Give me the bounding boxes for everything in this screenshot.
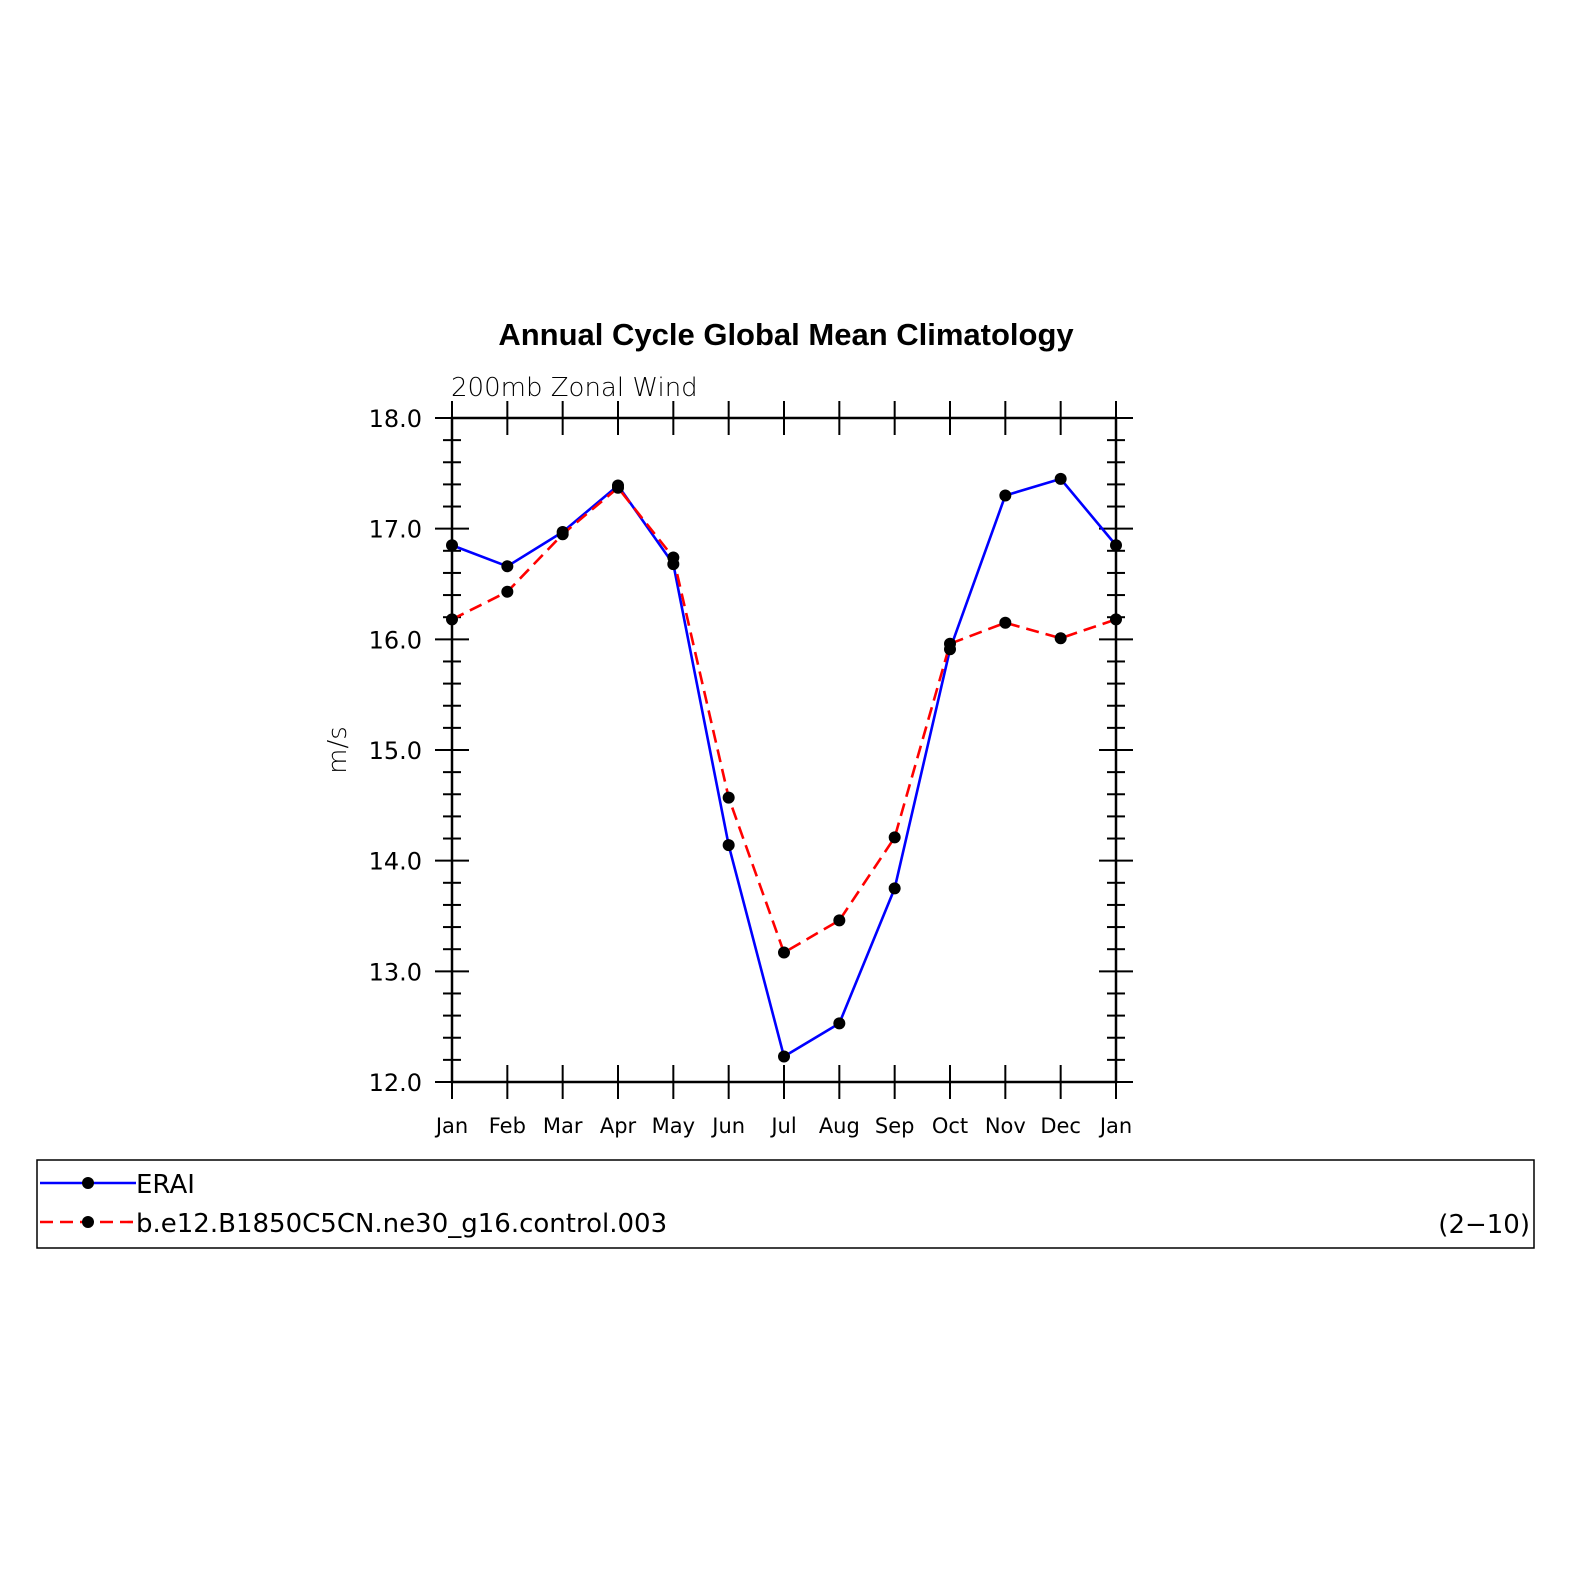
x-tick-label: Feb [489, 1114, 526, 1138]
series-2-point [944, 637, 956, 650]
legend-marker-2 [82, 1216, 94, 1228]
chart-subtitle: 200mb Zonal Wind [451, 373, 698, 403]
y-tick-label: 16.0 [369, 626, 422, 654]
x-tick-label: Jan [434, 1114, 468, 1138]
series-1-point [999, 489, 1012, 502]
x-tick-label: Aug [819, 1114, 860, 1138]
legend-label-2: b.e12.B1850C5CN.ne30_g16.control.003 [136, 1209, 667, 1239]
plot-frame [450, 416, 1118, 1084]
series-2-point [722, 791, 735, 804]
series-1-point [888, 882, 901, 895]
legend-frame [36, 1159, 1535, 1249]
y-axis-label: m/s [323, 726, 353, 774]
legend-label-1: ERAI [136, 1170, 195, 1200]
series-2-point [888, 831, 901, 844]
series-line-1 [451, 477, 1117, 1058]
series-1-point [1054, 472, 1067, 485]
series-2-point [501, 585, 514, 598]
series-2-point [833, 914, 846, 927]
x-tick-label: Oct [932, 1114, 968, 1138]
series-2-point [999, 616, 1012, 629]
series-1-point [501, 560, 514, 573]
series-2-point [667, 551, 680, 564]
y-tick-label: 18.0 [369, 405, 422, 433]
y-tick-label: 13.0 [369, 958, 422, 986]
series-layer [446, 472, 1122, 1063]
x-tick-label: Dec [1040, 1114, 1081, 1138]
x-tick-label: Apr [600, 1114, 637, 1138]
y-tick-label: 14.0 [369, 848, 422, 876]
series-2-point [1054, 632, 1067, 645]
chart-title: Annual Cycle Global Mean Climatology [498, 317, 1074, 352]
x-tick-label: Jul [769, 1114, 796, 1138]
legend-marker-1 [82, 1177, 94, 1189]
series-2-point [612, 481, 624, 494]
legend-annotation: (2−10) [1438, 1210, 1530, 1240]
y-tick-label: 12.0 [369, 1069, 422, 1097]
x-tick-label: Mar [543, 1114, 583, 1138]
x-tick-label: Jun [710, 1114, 745, 1138]
y-tick-label: 17.0 [369, 516, 422, 544]
x-tick-label: Jan [1098, 1114, 1132, 1138]
series-line-2 [451, 486, 1117, 954]
legend-items: ERAI b.e12.B1850C5CN.ne30_g16.control.003 [40, 1170, 667, 1239]
x-tick-label: Nov [985, 1114, 1026, 1138]
series-1-point [778, 1050, 790, 1063]
series-2-point [778, 946, 790, 959]
x-tick-label: Sep [875, 1114, 915, 1138]
ticks-layer [435, 401, 1133, 1099]
series-2-point [556, 528, 569, 541]
y-tick-label: 15.0 [369, 737, 422, 765]
series-1-point [722, 839, 735, 852]
series-1-point [833, 1017, 846, 1030]
legend-box: ERAI b.e12.B1850C5CN.ne30_g16.control.003… [36, 1159, 1535, 1249]
labels-layer: 12.0 13.0 14.0 15.0 16.0 17.0 18.0 Jan Feb Mar Apr… [369, 405, 1133, 1138]
x-tick-label: May [652, 1114, 695, 1138]
